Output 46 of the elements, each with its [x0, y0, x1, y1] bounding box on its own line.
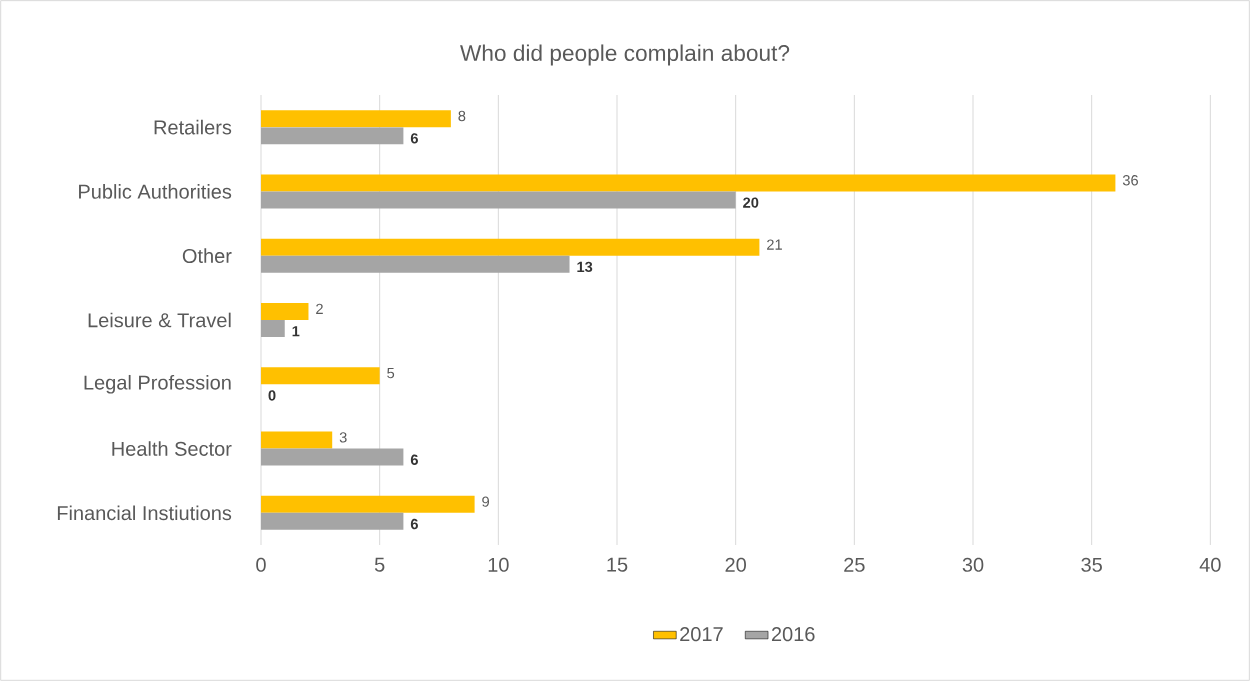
y-tick-label: Financial Instiutions [57, 505, 232, 521]
bar [261, 238, 760, 256]
y-tick-label: Retailers [154, 119, 232, 135]
x-tick-label: 25 [844, 557, 865, 572]
data-label: 1 [292, 326, 300, 337]
x-tick-label: 40 [1199, 557, 1221, 572]
data-label: 3 [339, 432, 347, 443]
y-tick-label: Leisure & Travel [88, 312, 231, 328]
bar [261, 191, 736, 209]
x-tick-label: 20 [725, 557, 746, 572]
data-label: 5 [387, 368, 395, 379]
legend-label: 2017 [680, 627, 723, 642]
y-tick-label: Health Sector [112, 441, 232, 456]
data-label: 36 [1122, 175, 1138, 186]
data-label: 6 [410, 133, 418, 144]
chart-title: Who did people complain about? [460, 44, 790, 66]
data-label: 20 [743, 197, 759, 208]
x-tick-label: 15 [607, 557, 628, 572]
bar [261, 303, 309, 320]
data-label: 21 [767, 239, 782, 250]
y-tick-label: Public Authorities [79, 184, 232, 199]
bar [261, 512, 404, 530]
data-label: 6 [410, 518, 418, 530]
legend-label: 2016 [771, 627, 815, 642]
x-tick-label: 35 [1081, 557, 1102, 572]
data-label: 9 [482, 496, 489, 507]
y-tick-label: Legal Profession [84, 374, 231, 394]
bar [261, 495, 475, 513]
x-tick-label: 0 [256, 557, 266, 572]
bar [261, 431, 333, 449]
x-tick-label: 5 [374, 557, 385, 572]
data-label: 2 [316, 303, 323, 314]
data-label: 6 [410, 454, 418, 465]
bar [261, 174, 1116, 192]
x-tick-label: 30 [962, 557, 984, 572]
bar [261, 367, 380, 385]
y-tick-label: Other [182, 248, 232, 264]
bar [261, 255, 570, 273]
x-tick-label: 10 [488, 557, 509, 572]
data-label: 0 [268, 390, 276, 401]
bar [261, 127, 404, 145]
data-label: 13 [577, 261, 593, 273]
bar [261, 448, 404, 466]
bar [261, 319, 285, 337]
data-label: 8 [458, 110, 466, 122]
bar [261, 110, 451, 128]
